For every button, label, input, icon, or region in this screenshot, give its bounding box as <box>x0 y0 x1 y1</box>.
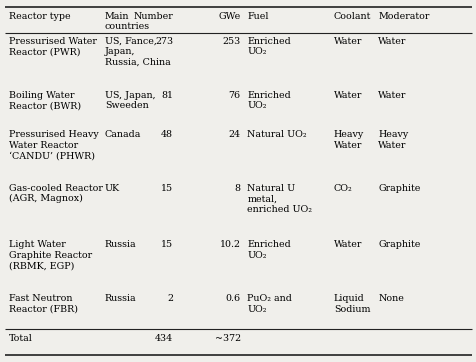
Text: Enriched
UO₂: Enriched UO₂ <box>247 37 290 56</box>
Text: Water: Water <box>333 91 361 100</box>
Text: 48: 48 <box>161 130 173 139</box>
Text: Heavy
Water: Heavy Water <box>377 130 408 150</box>
Text: GWe: GWe <box>218 12 240 21</box>
Text: Graphite: Graphite <box>377 184 420 193</box>
Text: Fuel: Fuel <box>247 12 268 21</box>
Text: Water: Water <box>377 37 406 46</box>
Text: 2: 2 <box>167 294 173 303</box>
Text: Canada: Canada <box>105 130 141 139</box>
Text: 434: 434 <box>155 334 173 343</box>
Text: None: None <box>377 294 403 303</box>
Text: Coolant: Coolant <box>333 12 370 21</box>
Text: Fast Neutron
Reactor (FBR): Fast Neutron Reactor (FBR) <box>9 294 78 313</box>
Text: 253: 253 <box>222 37 240 46</box>
Text: 0.6: 0.6 <box>225 294 240 303</box>
Text: 76: 76 <box>228 91 240 100</box>
Text: Light Water
Graphite Reactor
(RBMK, EGP): Light Water Graphite Reactor (RBMK, EGP) <box>9 240 92 270</box>
Text: UK: UK <box>105 184 120 193</box>
Text: Russia: Russia <box>105 294 136 303</box>
Text: 81: 81 <box>161 91 173 100</box>
Text: US, Japan,
Sweeden: US, Japan, Sweeden <box>105 91 155 110</box>
Text: Pressurised Water
Reactor (PWR): Pressurised Water Reactor (PWR) <box>9 37 97 56</box>
Text: Water: Water <box>333 37 361 46</box>
Text: 10.2: 10.2 <box>219 240 240 249</box>
Text: PuO₂ and
UO₂: PuO₂ and UO₂ <box>247 294 292 313</box>
Text: Number: Number <box>133 12 173 21</box>
Text: 273: 273 <box>155 37 173 46</box>
Text: Pressurised Heavy
Water Reactor
‘CANDU’ (PHWR): Pressurised Heavy Water Reactor ‘CANDU’ … <box>9 130 99 160</box>
Text: Heavy
Water: Heavy Water <box>333 130 363 150</box>
Text: 15: 15 <box>160 184 173 193</box>
Text: Reactor type: Reactor type <box>9 12 70 21</box>
Text: Main
countries: Main countries <box>105 12 149 31</box>
Text: Natural UO₂: Natural UO₂ <box>247 130 307 139</box>
Text: ~372: ~372 <box>214 334 240 343</box>
Text: Enriched
UO₂: Enriched UO₂ <box>247 91 290 110</box>
Text: Gas-cooled Reactor
(AGR, Magnox): Gas-cooled Reactor (AGR, Magnox) <box>9 184 103 203</box>
Text: Boiling Water
Reactor (BWR): Boiling Water Reactor (BWR) <box>9 91 81 110</box>
Text: 15: 15 <box>160 240 173 249</box>
Text: Water: Water <box>377 91 406 100</box>
Text: Water: Water <box>333 240 361 249</box>
Text: 8: 8 <box>234 184 240 193</box>
Text: Russia: Russia <box>105 240 136 249</box>
Text: Enriched
UO₂: Enriched UO₂ <box>247 240 290 260</box>
Text: Liquid
Sodium: Liquid Sodium <box>333 294 370 313</box>
Text: 24: 24 <box>228 130 240 139</box>
Text: Natural U
metal,
enriched UO₂: Natural U metal, enriched UO₂ <box>247 184 312 214</box>
Text: Graphite: Graphite <box>377 240 420 249</box>
Text: CO₂: CO₂ <box>333 184 352 193</box>
Text: Moderator: Moderator <box>377 12 429 21</box>
Text: US, Fance,
Japan,
Russia, China: US, Fance, Japan, Russia, China <box>105 37 170 67</box>
Text: Total: Total <box>9 334 33 343</box>
